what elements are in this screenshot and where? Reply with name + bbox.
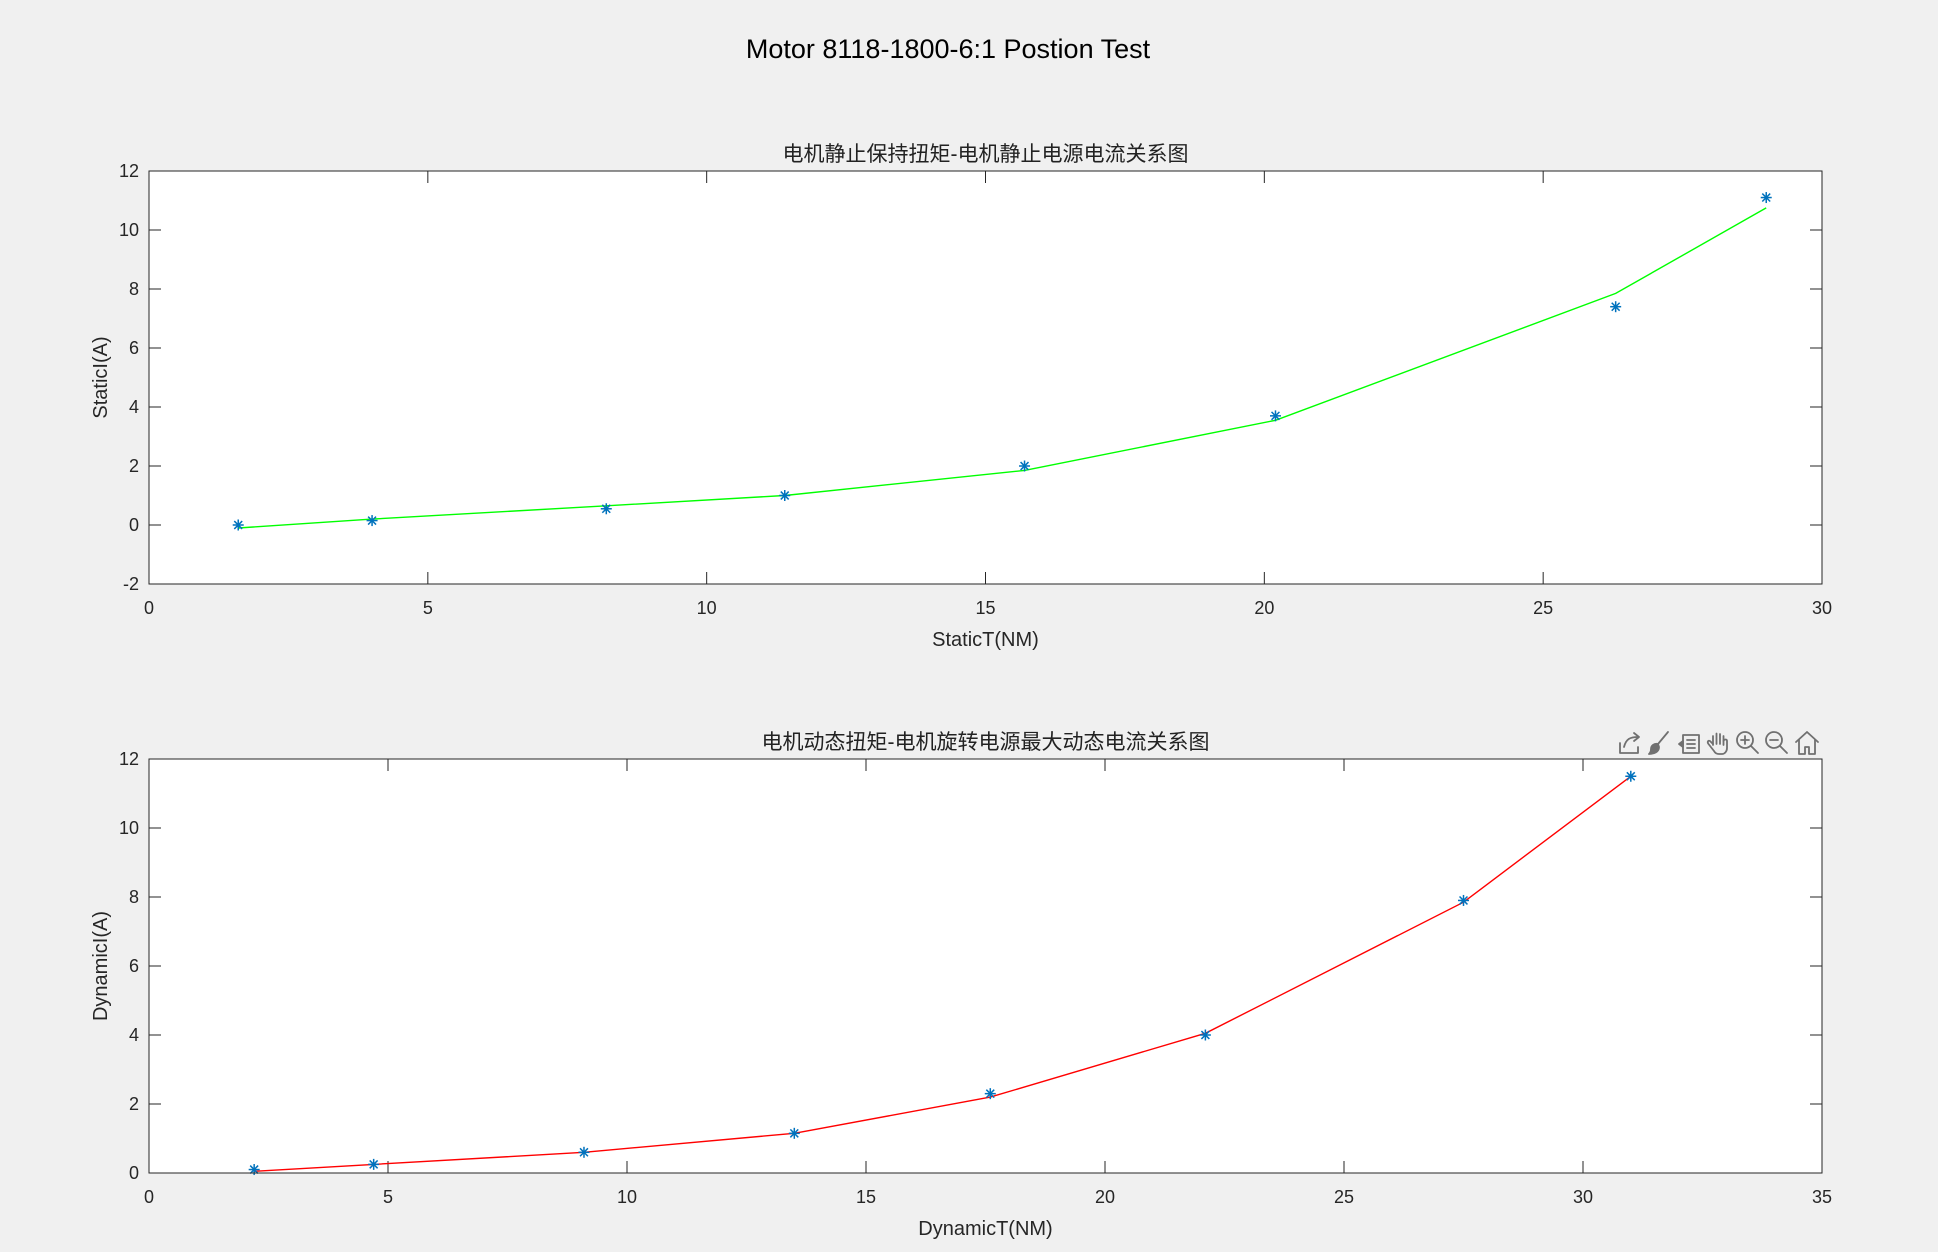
static-x-tick-label: 20 <box>1254 598 1274 618</box>
dynamic-x-tick-label: 5 <box>383 1187 393 1207</box>
dynamic-x-tick-label: 30 <box>1573 1187 1593 1207</box>
dynamic-y-tick-label: 4 <box>129 1025 139 1045</box>
dynamic-x-tick-label: 35 <box>1812 1187 1832 1207</box>
static-x-tick-label: 30 <box>1812 598 1832 618</box>
dynamic-fit-line <box>254 775 1632 1172</box>
axes-toolbar <box>1616 729 1821 757</box>
dynamic-data-point[interactable] <box>984 1088 996 1100</box>
static-data-point[interactable] <box>232 519 244 531</box>
static-data-point[interactable] <box>600 503 612 515</box>
static-y-tick-label: 12 <box>119 161 139 181</box>
dynamic-axes-box <box>148 758 1823 1174</box>
dynamic-y-tick-label: 8 <box>129 887 139 907</box>
dynamic-data-point[interactable] <box>1199 1029 1211 1041</box>
data-tips-icon[interactable] <box>1676 729 1704 757</box>
static-axes-box <box>148 170 1823 585</box>
static-y-tick-label: 6 <box>129 338 139 358</box>
export-icon[interactable] <box>1616 729 1644 757</box>
static-x-tick-label: 0 <box>144 598 154 618</box>
dynamic-x-tick-label: 10 <box>617 1187 637 1207</box>
home-icon[interactable] <box>1793 729 1821 757</box>
static-y-tick-label: -2 <box>123 574 139 594</box>
dynamic-data-point[interactable] <box>1458 894 1469 906</box>
dynamic-axes-title: 电机动态扭矩-电机旋转电源最大动态电流关系图 <box>762 731 1210 754</box>
dynamic-y-tick-label: 6 <box>129 956 139 976</box>
static-y-tick-label: 10 <box>119 220 139 240</box>
static-axes-title: 电机静止保持扭矩-电机静止电源电流关系图 <box>783 143 1189 166</box>
static-data-point[interactable] <box>366 515 378 527</box>
static-x-tick-label: 5 <box>423 598 433 618</box>
dynamic-data-point[interactable] <box>368 1158 380 1170</box>
static-data-point[interactable] <box>1019 460 1031 472</box>
static-data-point[interactable] <box>1610 301 1622 313</box>
static-y-axis-label: StaticI(A) <box>90 336 112 418</box>
dynamic-data-point[interactable] <box>1625 770 1637 782</box>
static-data-point[interactable] <box>1269 410 1281 422</box>
static-plot-area <box>149 171 1822 584</box>
static-y-tick-label: 4 <box>129 397 139 417</box>
dynamic-data-point[interactable] <box>788 1127 800 1139</box>
zoom-out-icon[interactable] <box>1763 729 1791 757</box>
zoom-in-icon[interactable] <box>1734 729 1762 757</box>
static-data-point[interactable] <box>1760 192 1772 204</box>
dynamic-y-axis-label: DynamicI(A) <box>90 911 112 1021</box>
dynamic-data-point[interactable] <box>578 1146 590 1158</box>
dynamic-x-tick-label: 15 <box>856 1187 876 1207</box>
dynamic-x-axis-label: DynamicT(NM) <box>918 1218 1052 1240</box>
brush-icon[interactable] <box>1646 729 1674 757</box>
dynamic-y-tick-label: 0 <box>129 1163 139 1183</box>
static-y-tick-label: 8 <box>129 279 139 299</box>
static-x-axis-label: StaticT(NM) <box>932 629 1039 651</box>
static-x-tick-label: 15 <box>975 598 995 618</box>
dynamic-x-tick-label: 25 <box>1334 1187 1354 1207</box>
dynamic-y-tick-label: 12 <box>119 749 139 769</box>
dynamic-plot-area <box>149 759 1822 1173</box>
static-x-tick-label: 25 <box>1533 598 1553 618</box>
dynamic-axes[interactable]: 0 5 10 15 20 25 30 35 0 2 4 6 8 10 12 电机动态扭矩-电机旋转电源最大动态… <box>90 731 1832 1240</box>
dynamic-y-tick-label: 2 <box>129 1094 139 1114</box>
dynamic-y-tick-label: 10 <box>119 818 139 838</box>
figure-title: Motor 8118-1800-6:1 Postion Test <box>746 34 1151 64</box>
pan-icon[interactable] <box>1705 729 1733 757</box>
static-y-tick-label: 0 <box>129 515 139 535</box>
static-axes[interactable]: 0 5 10 15 20 25 30-2024681012电机静止保持扭矩-电机静止电源电流… <box>90 143 1832 651</box>
static-y-tick-label: 2 <box>129 456 139 476</box>
dynamic-x-tick-label: 20 <box>1095 1187 1115 1207</box>
static-x-tick-label: 10 <box>697 598 717 618</box>
static-data-point[interactable] <box>779 490 791 501</box>
dynamic-x-tick-label: 0 <box>144 1187 154 1207</box>
static-fit-line <box>238 207 1767 529</box>
